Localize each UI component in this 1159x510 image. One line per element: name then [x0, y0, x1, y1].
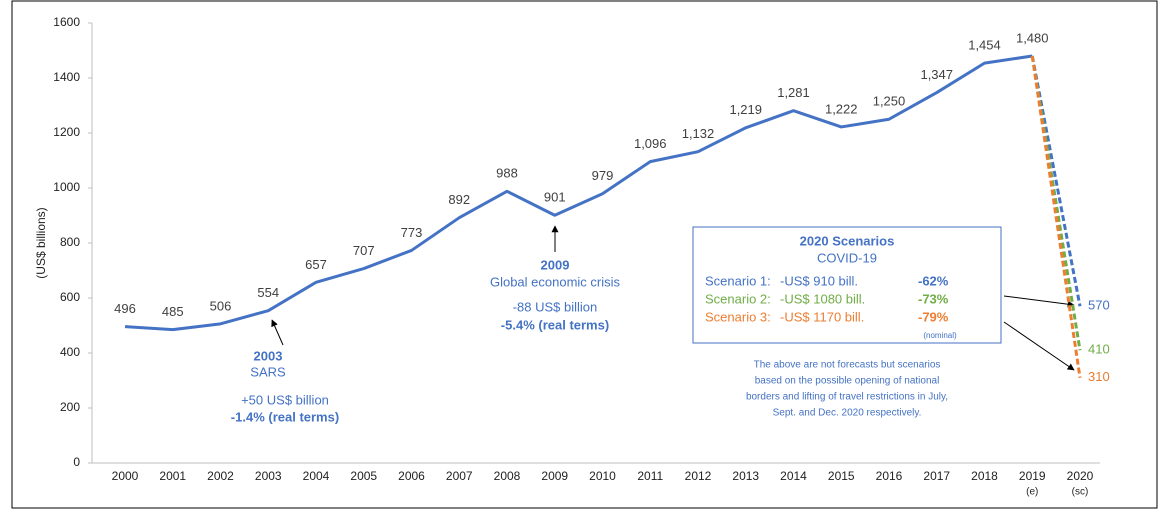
- value-label: 1,454: [968, 38, 1001, 53]
- value-label: 506: [210, 298, 232, 313]
- x-tick-label: 2015: [828, 469, 855, 483]
- value-label: 1,222: [825, 101, 858, 116]
- x-tick-label: 2013: [732, 469, 759, 483]
- box: [692, 226, 1002, 344]
- value-label: 485: [162, 304, 184, 319]
- y-tick-label: 400: [60, 345, 80, 359]
- x-tick-note: (sc): [1072, 487, 1089, 498]
- arrow: [271, 319, 284, 346]
- note-line: Sept. and Dec. 2020 respectively.: [773, 408, 922, 419]
- x-tick-label: 2010: [589, 469, 616, 483]
- legend-pct: -79%: [918, 309, 949, 324]
- value-label: 892: [448, 192, 470, 207]
- box-title: 2020 Scenarios: [800, 233, 895, 248]
- value-label: 1,096: [634, 136, 667, 151]
- x-tick-label: 2018: [971, 469, 998, 483]
- frame: [11, 0, 1158, 509]
- legend-change: -US$ 1080 bill.: [780, 291, 865, 306]
- x-tick-label: 2016: [876, 469, 903, 483]
- value-label: 1,250: [873, 94, 906, 109]
- series-line: [1030, 55, 1082, 351]
- value-label: 570: [1088, 298, 1110, 313]
- value-label: 901: [544, 190, 566, 205]
- arrow: [1003, 295, 1075, 308]
- x-tick-label: 2002: [207, 469, 234, 483]
- x-tick-label: 2003: [255, 469, 282, 483]
- series-line: [124, 54, 1033, 332]
- y-tick-label: 800: [60, 235, 80, 249]
- value-label: 1,132: [682, 126, 715, 141]
- x-tick-label: 2006: [398, 469, 425, 483]
- box-subtitle: COVID-19: [817, 250, 877, 265]
- value-label: 410: [1088, 342, 1110, 357]
- legend-change: -US$ 1170 bill.: [780, 309, 864, 324]
- y-tick-label: 1000: [53, 180, 80, 194]
- note-line: borders and lifting of travel restrictio…: [746, 392, 948, 403]
- legend-pct: -62%: [918, 273, 949, 288]
- y-tick-label: 0: [73, 455, 80, 469]
- box-note: (nominal): [923, 331, 957, 340]
- value-label: 310: [1088, 369, 1110, 384]
- sars-annotation: 2003 SARS +50 US$ billion -1.4% (real te…: [231, 319, 339, 424]
- y-tick-label: 1400: [53, 70, 80, 84]
- x-tick-label: 2011: [637, 469, 663, 483]
- x-tick-note: (e): [1026, 487, 1038, 498]
- series-line: [1030, 55, 1082, 378]
- x-tick-label: 2012: [685, 469, 712, 483]
- legend-change: -US$ 910 bill.: [780, 273, 858, 288]
- annotation-text: -5.4% (real terms): [501, 317, 609, 332]
- x-tick-label: 2008: [494, 469, 521, 483]
- arrow: [1003, 321, 1075, 371]
- y-tick-label: 1200: [53, 125, 80, 139]
- y-tick-label: 1600: [53, 15, 80, 29]
- crisis-annotation: 2009 Global economic crisis -88 US$ bill…: [490, 225, 621, 332]
- x-tick-label: 2020: [1067, 469, 1094, 483]
- legend-label: Scenario 1:: [705, 273, 771, 288]
- legend-label: Scenario 2:: [705, 291, 771, 306]
- legend-pct: -73%: [918, 291, 949, 306]
- series-line: [1030, 55, 1082, 307]
- value-label: 988: [496, 166, 518, 181]
- value-label: 1,219: [729, 102, 762, 117]
- value-label: 773: [401, 225, 423, 240]
- x-tick-label: 2019: [1019, 469, 1046, 483]
- annotation-text: 2003: [254, 348, 283, 363]
- value-label: 657: [305, 257, 327, 272]
- annotation-text: -1.4% (real terms): [231, 409, 339, 424]
- legend-label: Scenario 3:: [705, 309, 771, 324]
- note-line: The above are not forecasts but scenario…: [754, 360, 941, 371]
- x-tick-label: 2005: [350, 469, 377, 483]
- note-line: based on the possible opening of nationa…: [755, 376, 940, 387]
- y-axis-label: (US$ billions): [34, 207, 48, 278]
- annotation-text: +50 US$ billion: [241, 392, 329, 407]
- y-tick-label: 200: [60, 400, 80, 414]
- annotation-text: -88 US$ billion: [513, 299, 598, 314]
- x-tick-label: 2000: [112, 469, 139, 483]
- x-tick-label: 2001: [159, 469, 186, 483]
- value-label: 554: [257, 285, 279, 300]
- y-tick-label: 600: [60, 290, 80, 304]
- x-tick-label: 2014: [780, 469, 807, 483]
- x-tick-label: 2007: [446, 469, 473, 483]
- value-label: 979: [592, 168, 614, 183]
- x-tick-label: 2004: [303, 469, 330, 483]
- x-tick-label: 2017: [923, 469, 950, 483]
- value-label: 1,347: [920, 67, 953, 82]
- annotation-text: SARS: [250, 364, 286, 379]
- value-label: 1,281: [777, 85, 810, 100]
- annotation-text: Global economic crisis: [490, 274, 621, 289]
- value-label: 1,480: [1016, 30, 1049, 45]
- scenario-box: 2020 Scenarios COVID-19 (nominal): [692, 226, 1075, 371]
- value-label: 707: [353, 243, 375, 258]
- annotation-text: 2009: [541, 257, 570, 272]
- x-tick-label: 2009: [541, 469, 568, 483]
- value-label: 496: [114, 301, 136, 316]
